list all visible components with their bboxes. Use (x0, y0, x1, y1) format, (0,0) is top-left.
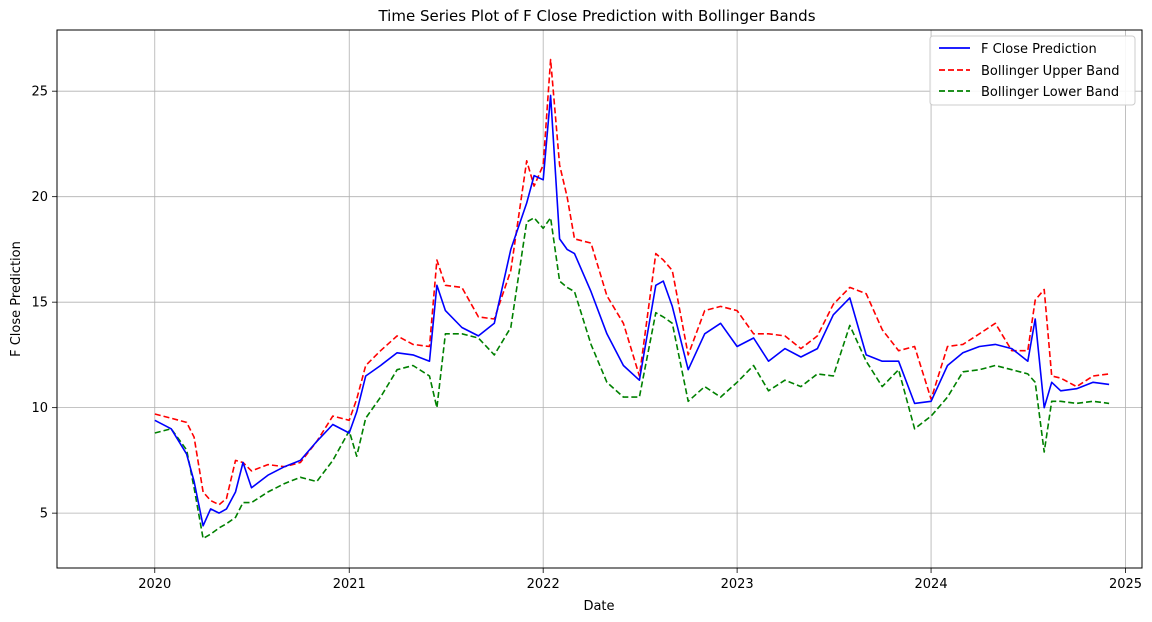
legend-label-prediction: F Close Prediction (981, 42, 1097, 57)
plot-frame (56, 29, 1143, 569)
x-tick-label: 2021 (333, 577, 366, 592)
x-tick-label: 2022 (527, 577, 560, 592)
y-tick-label: 10 (31, 401, 48, 416)
legend-label-upper-band: Bollinger Upper Band (981, 64, 1120, 79)
x-tick-label: 2020 (138, 577, 171, 592)
series-line-upper-band (154, 58, 1110, 506)
legend-box (929, 35, 1136, 106)
chart-title: Time Series Plot of F Close Prediction w… (377, 7, 815, 25)
y-tick-label: 25 (31, 85, 48, 100)
series-line-prediction (154, 94, 1110, 527)
x-tick-label: 2025 (1109, 577, 1142, 592)
y-tick-label: 5 (40, 507, 48, 522)
legend: F Close Prediction Bollinger Upper Band … (929, 35, 1136, 106)
series-line-lower-band (154, 217, 1110, 540)
x-tick-label: 2024 (915, 577, 948, 592)
y-axis-label: F Close Prediction (9, 241, 24, 357)
legend-label-lower-band: Bollinger Lower Band (981, 85, 1119, 100)
series-layer (154, 58, 1110, 540)
y-tick-label: 15 (31, 296, 48, 311)
y-tick-label: 20 (31, 190, 48, 205)
x-tick-label: 2023 (721, 577, 754, 592)
x-axis-label: Date (583, 599, 614, 614)
